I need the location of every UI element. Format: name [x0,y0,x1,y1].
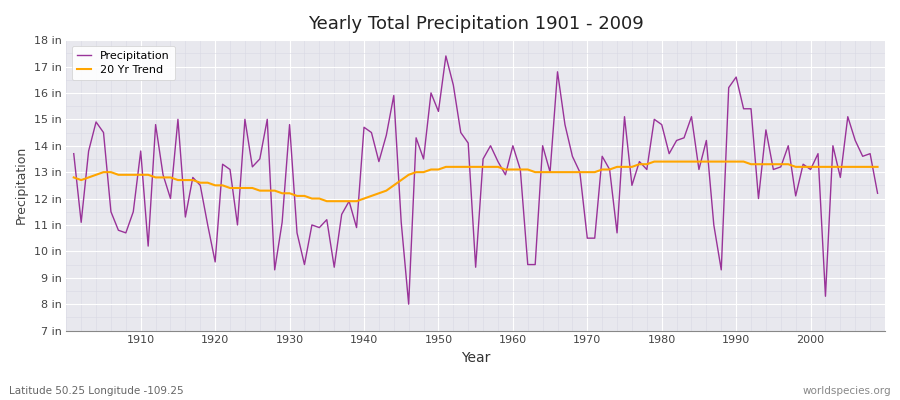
20 Yr Trend [128,172,139,177]
Precipitation [337,212,347,217]
20 Yr Trend [872,164,883,169]
20 Yr Trend [508,167,518,172]
Title: Yearly Total Precipitation 1901 - 2009: Yearly Total Precipitation 1901 - 2009 [308,15,644,33]
20 Yr Trend [515,167,526,172]
Precipitation [68,151,79,156]
Precipitation [872,191,883,196]
20 Yr Trend [604,167,615,172]
Precipitation [440,54,451,58]
Y-axis label: Precipitation: Precipitation [15,146,28,224]
Precipitation [515,167,526,172]
20 Yr Trend [68,175,79,180]
X-axis label: Year: Year [461,351,491,365]
Text: Latitude 50.25 Longitude -109.25: Latitude 50.25 Longitude -109.25 [9,386,184,396]
Precipitation [292,230,302,235]
Precipitation [128,209,139,214]
20 Yr Trend [292,194,302,198]
Precipitation [522,262,533,267]
20 Yr Trend [649,159,660,164]
Precipitation [612,230,623,235]
Precipitation [403,302,414,306]
20 Yr Trend [321,199,332,204]
Line: Precipitation: Precipitation [74,56,878,304]
Text: worldspecies.org: worldspecies.org [803,386,891,396]
Legend: Precipitation, 20 Yr Trend: Precipitation, 20 Yr Trend [72,46,175,80]
20 Yr Trend [344,199,355,204]
Line: 20 Yr Trend: 20 Yr Trend [74,162,878,201]
